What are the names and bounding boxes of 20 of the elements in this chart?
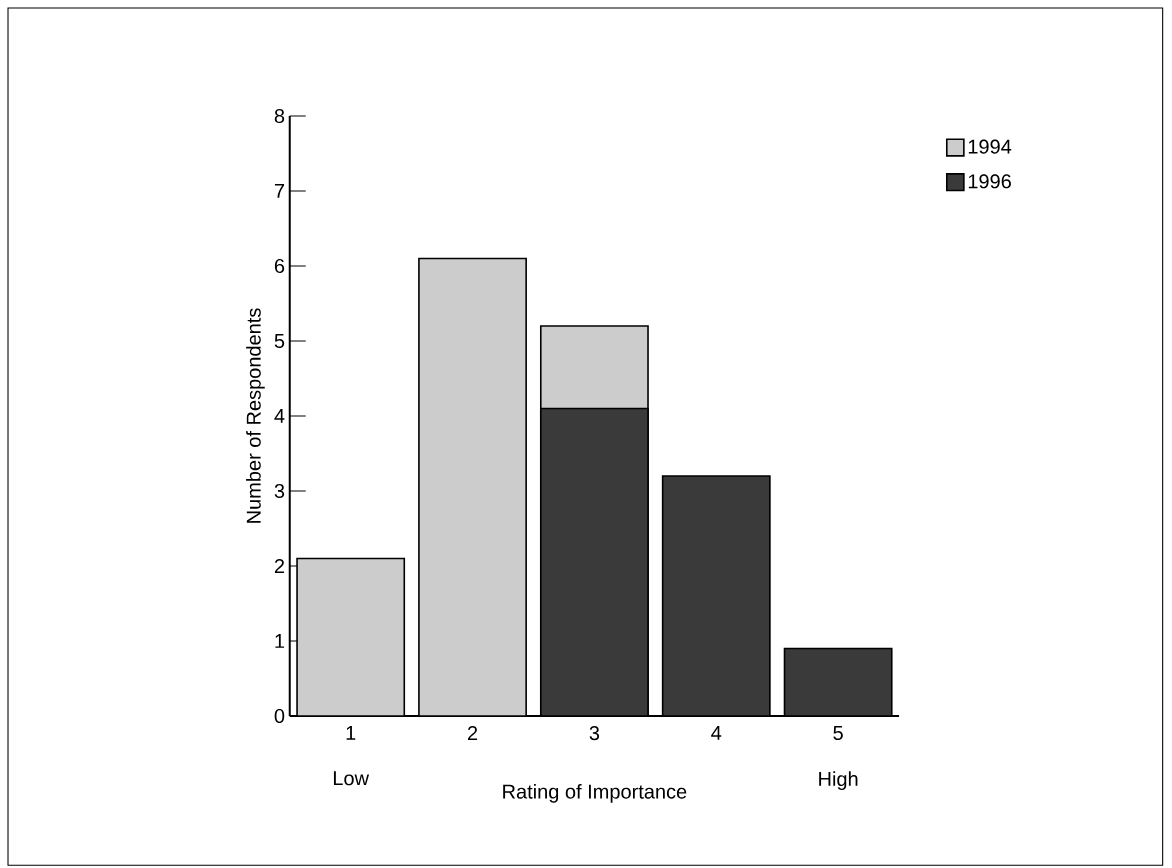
y-tick-label: 3 xyxy=(274,483,285,499)
y-tick-label: 7 xyxy=(274,184,285,198)
y-tick-label: 6 xyxy=(274,258,285,274)
x-axis-title: Rating of Importance xyxy=(503,784,687,803)
y-tick-label: 5 xyxy=(274,334,285,348)
x-tick-label: 1 xyxy=(346,726,356,740)
x-tick-label: 5 xyxy=(833,726,843,740)
y-axis-title: Number of Respondents xyxy=(246,308,265,523)
legend-label: 1996 xyxy=(968,174,1011,189)
x-tick-label: 3 xyxy=(589,726,600,741)
y-tick-label: 0 xyxy=(274,708,285,724)
y-tick-label: 4 xyxy=(274,409,285,423)
text: High xyxy=(819,771,858,790)
text: Low xyxy=(333,771,370,786)
y-tick-label: 1 xyxy=(275,634,285,648)
x-tick-label: 4 xyxy=(711,726,722,740)
y-tick-label: 8 xyxy=(274,108,285,124)
y-tick-label: 2 xyxy=(274,559,285,573)
x-tick-label: 2 xyxy=(467,726,478,740)
legend-label: 1994 xyxy=(968,139,1012,154)
